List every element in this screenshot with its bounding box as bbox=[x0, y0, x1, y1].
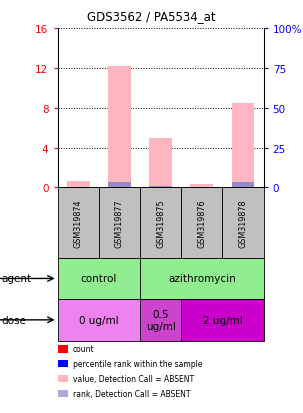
Bar bbox=[108, 183, 131, 188]
Bar bbox=[99, 188, 140, 258]
Bar bbox=[232, 183, 254, 188]
Bar bbox=[191, 185, 213, 188]
Bar bbox=[140, 258, 264, 299]
Bar bbox=[149, 186, 172, 188]
Text: GDS3562 / PA5534_at: GDS3562 / PA5534_at bbox=[87, 10, 216, 23]
Text: count: count bbox=[73, 344, 94, 354]
Text: percentile rank within the sample: percentile rank within the sample bbox=[73, 359, 202, 368]
Text: dose: dose bbox=[2, 315, 26, 325]
Bar bbox=[222, 188, 264, 258]
Bar bbox=[181, 299, 264, 341]
Text: GSM319877: GSM319877 bbox=[115, 199, 124, 247]
Text: 0.5
ug/ml: 0.5 ug/ml bbox=[146, 309, 175, 331]
Bar bbox=[58, 299, 140, 341]
Bar bbox=[140, 188, 181, 258]
Bar bbox=[67, 182, 89, 188]
Text: rank, Detection Call = ABSENT: rank, Detection Call = ABSENT bbox=[73, 389, 190, 398]
Text: value, Detection Call = ABSENT: value, Detection Call = ABSENT bbox=[73, 374, 194, 383]
Bar bbox=[181, 188, 222, 258]
Text: GSM319875: GSM319875 bbox=[156, 199, 165, 247]
Bar bbox=[232, 103, 254, 188]
Bar bbox=[140, 299, 181, 341]
Bar bbox=[149, 138, 172, 188]
Text: agent: agent bbox=[2, 274, 32, 284]
Text: 2 ug/ml: 2 ug/ml bbox=[202, 315, 242, 325]
Text: GSM319878: GSM319878 bbox=[238, 199, 248, 247]
Text: control: control bbox=[81, 274, 117, 284]
Text: GSM319876: GSM319876 bbox=[197, 199, 206, 247]
Bar bbox=[108, 66, 131, 188]
Bar bbox=[58, 258, 140, 299]
Bar bbox=[58, 188, 99, 258]
Text: GSM319874: GSM319874 bbox=[74, 199, 83, 247]
Text: 0 ug/ml: 0 ug/ml bbox=[79, 315, 118, 325]
Text: azithromycin: azithromycin bbox=[168, 274, 236, 284]
